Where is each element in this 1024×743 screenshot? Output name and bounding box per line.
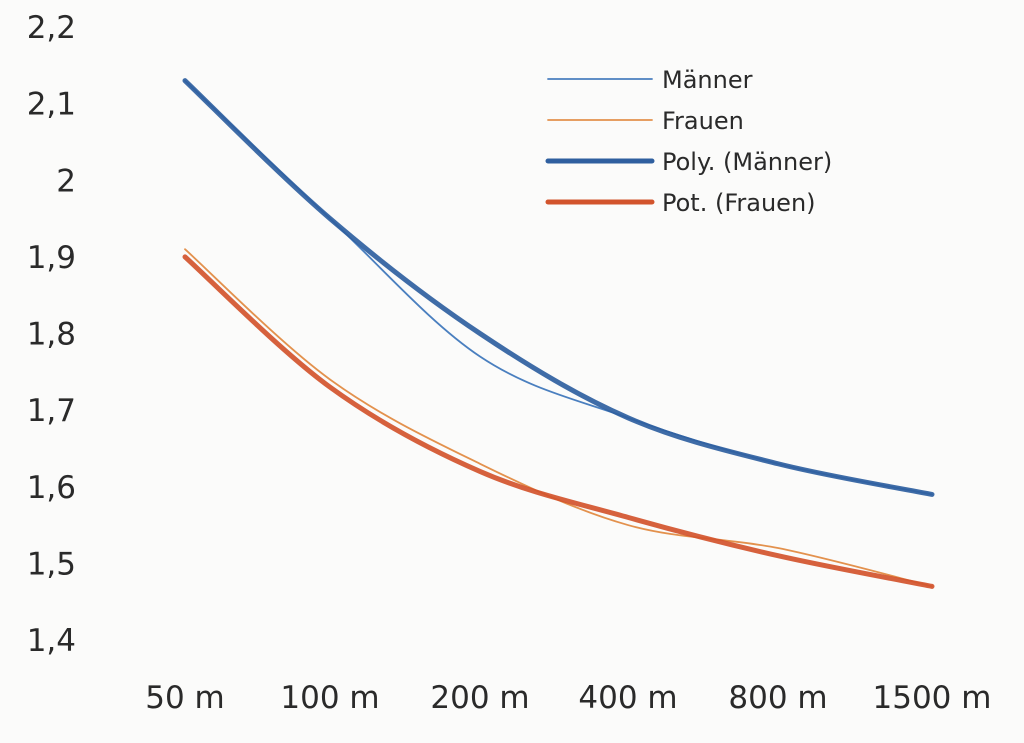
legend-label-poly-männer: Poly. (Männer) — [662, 148, 832, 176]
y-tick-label: 1,8 — [27, 317, 76, 353]
x-axis-ticks: 50 m 100 m 200 m 400 m 800 m 1500 m — [145, 680, 991, 716]
series-line-männer — [184, 79, 933, 496]
y-tick-label: 1,9 — [27, 240, 76, 276]
series-line-pot-frauen — [182, 254, 935, 589]
legend: Männer Frauen Poly. (Männer) Pot. (Frauen) — [545, 66, 832, 217]
series-line-frauen — [184, 248, 933, 588]
y-tick-label: 2,1 — [27, 87, 76, 123]
y-tick-label: 2,2 — [27, 10, 76, 46]
y-tick-label: 1,4 — [27, 623, 76, 659]
x-tick-label: 400 m — [578, 680, 677, 716]
x-tick-label: 1500 m — [873, 680, 992, 716]
legend-label-frauen: Frauen — [662, 107, 744, 135]
legend-label-pot-frauen: Pot. (Frauen) — [662, 189, 816, 217]
y-axis-ticks: 2,2 2,1 2 1,9 1,8 1,7 1,6 1,5 1,4 — [27, 10, 76, 659]
y-tick-label: 1,5 — [27, 546, 76, 582]
x-tick-label: 100 m — [280, 680, 379, 716]
x-tick-label: 800 m — [728, 680, 827, 716]
y-tick-label: 2 — [56, 163, 76, 199]
y-tick-label: 1,7 — [27, 393, 76, 429]
y-tick-label: 1,6 — [27, 470, 76, 506]
x-tick-label: 200 m — [430, 680, 529, 716]
series-line-poly-männer — [182, 78, 935, 497]
series-lines — [182, 78, 935, 589]
legend-label-männer: Männer — [662, 66, 753, 94]
x-tick-label: 50 m — [145, 680, 225, 716]
